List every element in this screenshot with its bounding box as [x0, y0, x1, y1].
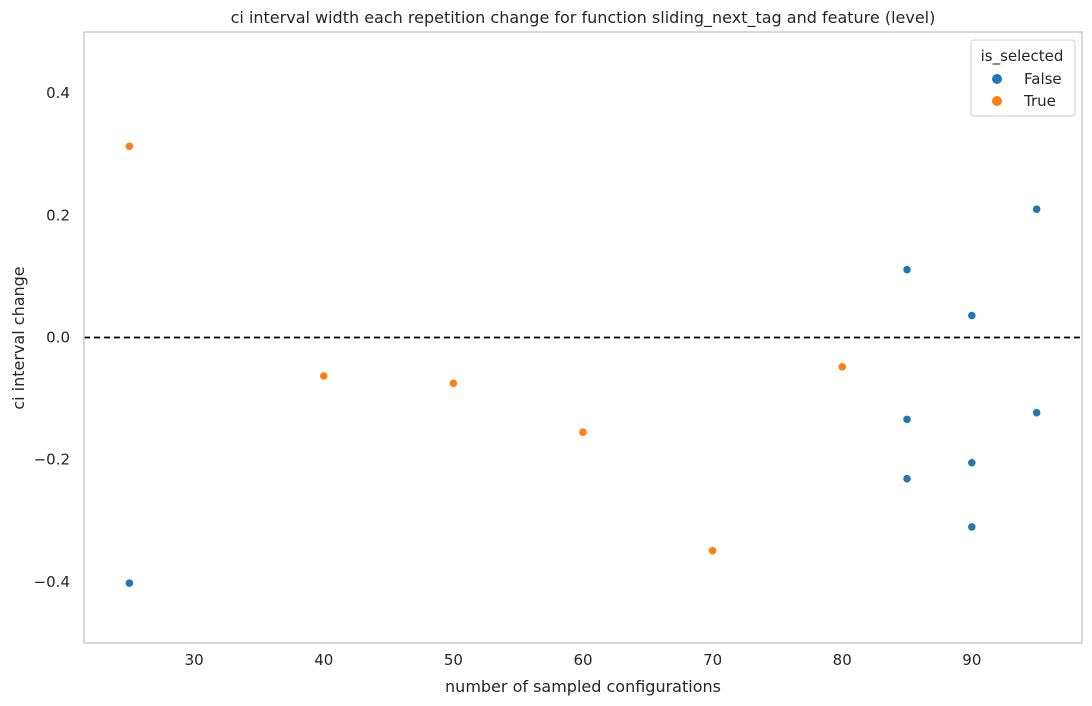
data-point-true [124, 141, 134, 151]
data-point-true [837, 362, 847, 372]
data-points [124, 141, 1042, 588]
data-point-false [902, 265, 912, 275]
data-point-false [902, 474, 912, 484]
x-tick-label: 70 [703, 651, 722, 669]
plot-frame [83, 31, 1083, 644]
data-point-false [1032, 204, 1042, 214]
data-point-true [578, 427, 588, 437]
legend-marker-false [992, 74, 1002, 84]
data-point-false [124, 578, 134, 588]
legend-label-false: False [1024, 70, 1062, 88]
y-tick-labels: −0.4 −0.2 0.0 0.2 0.4 [34, 84, 70, 591]
data-point-false [902, 414, 912, 424]
x-tick-label: 50 [444, 651, 463, 669]
data-point-false [1032, 408, 1042, 418]
plot-background [84, 32, 1082, 643]
x-tick-label: 40 [314, 651, 333, 669]
x-tick-labels: 30 40 50 60 70 80 90 [185, 651, 982, 669]
legend: is_selected False True [970, 39, 1076, 117]
y-tick-label: 0.2 [46, 206, 70, 224]
x-tick-label: 30 [185, 651, 204, 669]
legend-marker-true [992, 96, 1002, 106]
data-point-true [448, 378, 458, 388]
y-tick-label: −0.4 [34, 573, 70, 591]
data-point-false [967, 522, 977, 532]
y-tick-label: 0.4 [46, 84, 70, 102]
data-point-true [708, 546, 718, 556]
data-point-false [967, 310, 977, 321]
data-point-true [319, 371, 329, 381]
x-tick-label: 80 [833, 651, 852, 669]
legend-title: is_selected [981, 47, 1064, 66]
legend-label-true: True [1023, 92, 1056, 110]
chart-title: ci interval width each repetition change… [231, 8, 936, 28]
x-tick-label: 60 [573, 651, 592, 669]
y-axis-label: ci interval change [9, 266, 28, 409]
y-tick-label: 0.0 [46, 329, 70, 347]
x-axis-label: number of sampled configurations [445, 677, 721, 696]
data-point-false [967, 458, 977, 468]
y-tick-label: −0.2 [34, 451, 70, 469]
x-tick-label: 90 [962, 651, 981, 669]
